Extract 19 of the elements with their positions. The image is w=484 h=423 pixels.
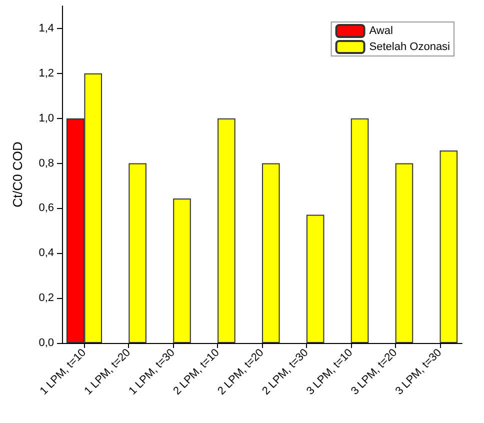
y-tick-label: 0,2	[38, 292, 54, 304]
bar	[128, 163, 146, 343]
bar	[218, 118, 236, 343]
bar	[440, 150, 458, 343]
y-tick-label: 0,6	[38, 202, 54, 214]
y-tick-label: 1,0	[38, 112, 54, 124]
y-tick-label: 0,8	[38, 157, 54, 170]
legend-label: Setelah Ozonasi	[369, 41, 450, 53]
legend-label: Awal	[369, 25, 393, 37]
y-tick-label: 1,4	[38, 22, 54, 34]
y-tick-label: 1,2	[38, 67, 54, 80]
y-tick-label: 0,0	[38, 337, 54, 349]
bar	[173, 198, 191, 343]
bar	[306, 214, 324, 343]
bar	[262, 163, 280, 343]
y-axis-title: Ct/C0 COD	[10, 142, 25, 208]
y-tick-label: 0,4	[38, 247, 54, 260]
bar	[395, 163, 414, 343]
bar	[350, 118, 369, 343]
